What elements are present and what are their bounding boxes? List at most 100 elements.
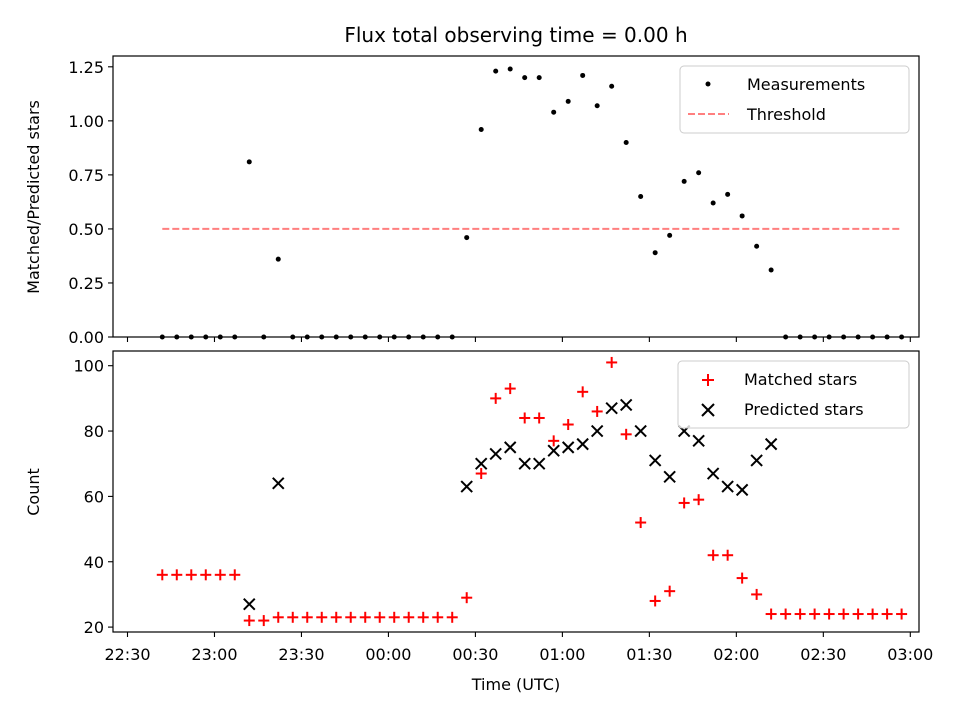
measurement-point <box>667 232 673 238</box>
matched-stars-point <box>475 468 487 480</box>
measurement-point <box>478 126 484 132</box>
count-y-axis-label: Count <box>24 468 43 516</box>
x-tick-label: 00:30 <box>452 645 498 664</box>
count-legend-box <box>677 360 910 429</box>
matched-stars-point <box>794 608 806 620</box>
matched-stars-point <box>751 588 763 600</box>
ratio-y-tick-label: 1.00 <box>68 112 104 131</box>
count-y-tick-label: 20 <box>84 618 104 637</box>
predicted-stars-point <box>243 598 256 611</box>
matched-stars-point <box>562 419 574 431</box>
matched-stars-point <box>736 572 748 584</box>
ratio-legend-box <box>679 65 910 134</box>
matched-stars-point <box>185 569 197 581</box>
legend-predicted-label: Predicted stars <box>744 400 864 419</box>
ratio-y-tick-label: 0.50 <box>68 220 104 239</box>
matched-stars-point <box>664 585 676 597</box>
matched-stars-point <box>722 549 734 561</box>
matched-stars-point <box>519 412 531 424</box>
measurement-point <box>594 103 600 109</box>
count-y-tick-label: 60 <box>84 487 104 506</box>
count-marks <box>156 356 908 627</box>
matched-stars-point <box>345 611 357 623</box>
matched-stars-point <box>838 608 850 620</box>
legend-measurements-marker <box>705 81 711 87</box>
predicted-stars-point <box>764 437 778 451</box>
x-tick-label: 02:00 <box>713 645 759 664</box>
ratio-y-tick-label: 0.00 <box>68 328 104 347</box>
measurement-point <box>638 194 644 199</box>
count-legend: Matched stars Predicted stars <box>677 360 910 429</box>
measurement-point <box>522 75 528 81</box>
matched-stars-point <box>780 608 792 620</box>
measurement-point <box>609 83 615 89</box>
matched-stars-point <box>461 592 473 604</box>
ratio-y-axis-label: Matched/Predicted stars <box>24 100 43 294</box>
x-tick-label: 02:30 <box>800 645 846 664</box>
x-tick-label: 01:00 <box>539 645 585 664</box>
matched-stars-point <box>533 412 545 424</box>
predicted-stars-point <box>721 480 734 493</box>
count-panel-frame <box>112 350 920 633</box>
matched-stars-point <box>606 356 618 368</box>
measurement-point <box>681 178 687 184</box>
predicted-stars-point <box>489 447 502 461</box>
count-panel: 20 40 60 80 100 22:30 23:00 23:30 00:00 00:30 01:… <box>24 350 933 694</box>
matched-stars-point <box>156 569 168 581</box>
predicted-stars-point <box>663 470 676 484</box>
measurement-point <box>739 213 745 219</box>
predicted-stars-point <box>605 401 618 415</box>
measurement-point <box>246 159 252 165</box>
matched-stars-point <box>635 517 647 529</box>
matched-stars-point <box>823 608 835 620</box>
matched-stars-point <box>301 611 313 623</box>
matched-stars-point <box>707 549 719 561</box>
ratio-x-ticks <box>126 337 911 342</box>
measurement-point <box>768 267 774 273</box>
measurement-point <box>536 75 542 81</box>
measurement-point <box>696 170 702 176</box>
matched-stars-point <box>852 608 864 620</box>
matched-stars-point <box>896 608 908 620</box>
chart-title: Flux total observing time = 0.00 h <box>344 23 687 47</box>
measurement-point <box>565 98 571 104</box>
matched-stars-point <box>272 611 284 623</box>
matched-stars-point <box>229 569 241 581</box>
matched-stars-point <box>446 611 458 623</box>
x-tick-label: 22:30 <box>104 645 150 664</box>
measurement-point <box>493 68 499 74</box>
count-y-tick-label: 40 <box>84 553 104 572</box>
legend-predicted-marker <box>701 403 715 417</box>
count-y-tick-label: 80 <box>84 422 104 441</box>
matched-stars-point <box>881 608 893 620</box>
matched-stars-point <box>678 497 690 509</box>
legend-measurements-label: Measurements <box>747 75 865 94</box>
x-tick-label: 03:00 <box>887 645 933 664</box>
ratio-y-tick-label: 0.75 <box>68 166 104 185</box>
matched-stars-point <box>591 405 603 417</box>
predicted-stars-point <box>750 454 763 467</box>
matched-stars-point <box>649 595 661 607</box>
x-tick-label: 23:30 <box>278 645 324 664</box>
predicted-stars-point <box>590 424 604 438</box>
predicted-stars-point <box>503 441 517 454</box>
predicted-stars-point <box>475 457 488 470</box>
matched-stars-point <box>214 569 226 581</box>
measurement-point <box>725 191 731 197</box>
matched-stars-point <box>490 392 502 404</box>
measurement-point <box>652 250 658 256</box>
predicted-stars-point <box>561 441 575 454</box>
ratio-marks <box>159 66 905 340</box>
matched-stars-point <box>765 608 777 620</box>
predicted-stars-point <box>735 483 749 497</box>
matched-stars-point <box>504 383 516 395</box>
predicted-stars-point <box>272 477 285 490</box>
matched-stars-point <box>316 611 328 623</box>
matched-stars-point <box>417 611 429 623</box>
measurement-point <box>710 200 716 206</box>
x-tick-label: 00:00 <box>365 645 411 664</box>
measurement-point <box>623 139 629 145</box>
legend-threshold-label: Threshold <box>746 105 826 124</box>
ratio-y-ticks: 0.00 0.25 0.50 0.75 1.00 1.25 <box>68 58 113 347</box>
